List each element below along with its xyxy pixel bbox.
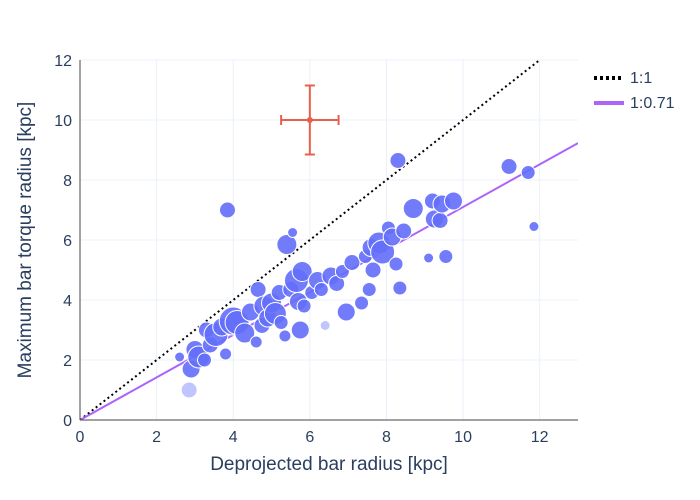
data-point xyxy=(276,234,298,255)
y-tick-labels: 0 2 4 6 8 10 12 xyxy=(54,53,72,430)
grid-lines xyxy=(80,59,578,420)
data-point xyxy=(313,282,329,297)
data-point xyxy=(180,381,198,399)
data-point xyxy=(392,280,408,296)
data-point xyxy=(278,329,292,343)
data-point xyxy=(370,239,396,265)
legend-label: 1:1 xyxy=(630,70,652,87)
data-point xyxy=(249,335,263,349)
data-point xyxy=(388,256,404,272)
x-tick-labels: 0 2 4 6 8 10 12 xyxy=(76,429,549,446)
y-tick-label: 12 xyxy=(54,53,72,70)
y-tick-label: 2 xyxy=(63,353,72,370)
data-point xyxy=(319,320,331,331)
y-tick-label: 10 xyxy=(54,113,72,130)
data-point xyxy=(395,222,413,240)
y-tick-label: 0 xyxy=(63,413,72,430)
data-point xyxy=(438,249,454,264)
data-point xyxy=(197,352,212,368)
error-bar-center xyxy=(306,117,313,123)
x-tick-label: 10 xyxy=(454,429,472,446)
data-point xyxy=(296,298,312,314)
data-point xyxy=(361,282,377,297)
legend-label: 1:0.71 xyxy=(630,95,675,112)
data-point xyxy=(343,254,361,271)
data-point xyxy=(249,281,267,298)
y-tick-label: 6 xyxy=(63,233,72,250)
y-tick-label: 4 xyxy=(63,293,72,310)
data-point xyxy=(287,227,299,238)
data-point xyxy=(290,320,310,340)
data-point xyxy=(234,322,256,344)
data-point xyxy=(528,221,540,232)
x-axis-title: Deprojected bar radius [kpc] xyxy=(210,454,448,475)
data-point xyxy=(364,261,382,279)
reference-lines xyxy=(80,60,578,420)
y-tick-label: 8 xyxy=(63,173,72,190)
x-tick-label: 12 xyxy=(531,429,549,446)
data-point xyxy=(174,351,186,363)
data-point xyxy=(500,158,518,175)
one-to-one-line xyxy=(80,60,542,420)
data-point xyxy=(520,165,536,180)
x-tick-label: 2 xyxy=(152,429,161,446)
x-tick-label: 4 xyxy=(229,429,238,446)
data-point xyxy=(291,261,313,282)
data-point xyxy=(336,302,356,322)
x-tick-label: 6 xyxy=(305,429,314,446)
data-point xyxy=(218,201,236,219)
x-tick-label: 8 xyxy=(382,429,391,446)
error-bar xyxy=(280,84,340,156)
data-point xyxy=(423,252,435,264)
data-point xyxy=(431,212,449,229)
data-point xyxy=(354,295,370,311)
x-tick-label: 0 xyxy=(76,429,85,446)
data-point xyxy=(219,347,233,361)
data-point xyxy=(402,198,424,219)
data-points xyxy=(174,152,540,399)
data-point xyxy=(389,152,407,169)
y-axis-title: Maximum bar torque radius [kpc] xyxy=(15,102,36,379)
legend: 1:1 1:0.71 xyxy=(594,70,675,112)
data-point xyxy=(273,315,289,330)
data-point xyxy=(444,191,463,211)
